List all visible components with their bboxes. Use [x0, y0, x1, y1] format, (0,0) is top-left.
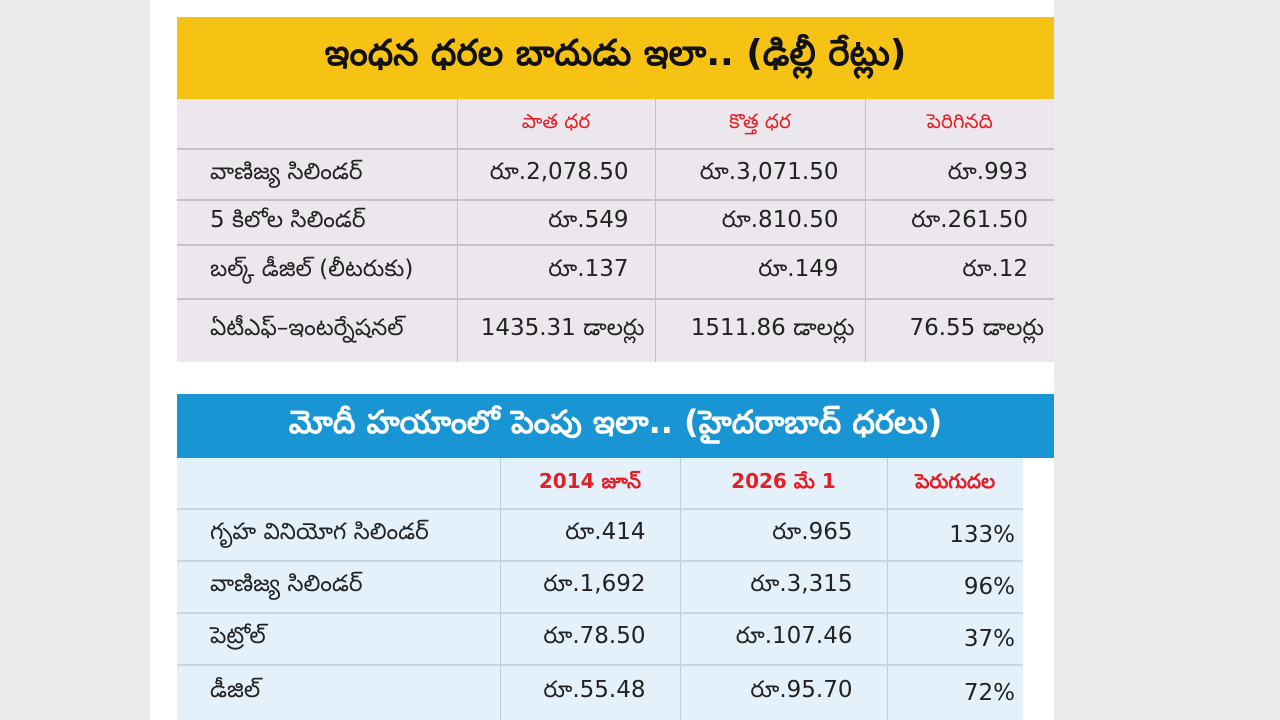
table-row: డీజిల్ రూ.55.48 రూ.95.70 72%	[177, 665, 1023, 720]
row-label: డీజిల్	[177, 665, 501, 720]
old-price-cell: రూ.137	[457, 245, 656, 300]
header-cell	[177, 99, 458, 150]
new-price-cell: రూ.3,071.50	[655, 149, 866, 201]
old-price-cell: రూ.549	[457, 200, 656, 246]
table-row: గృహ వినియోగ సిలిండర్ రూ.414 రూ.965 133%	[177, 509, 1023, 562]
price-2026-cell: రూ.965	[680, 509, 888, 562]
table-row: 5 కిలోల సిలిండర్ రూ.549 రూ.810.50 రూ.261…	[177, 200, 1054, 246]
table-row: బల్క్ డీజిల్ (లీటరుకు) రూ.137 రూ.149 రూ.…	[177, 245, 1054, 300]
price-2026-cell: రూ.95.70	[680, 665, 888, 720]
growth-cell: 72%	[963, 680, 1015, 706]
table-row: ఏటీఎఫ్–ఇంటర్నేషనల్ 1435.31 డాలర్లు 1511.…	[177, 299, 1054, 362]
table-header-row: పాత ధర కొత్త ధర పెరిగినది	[177, 99, 1054, 150]
row-label: బల్క్ డీజిల్ (లీటరుకు)	[177, 245, 458, 300]
table-row: వాణిజ్య సిలిండర్ రూ.1,692 రూ.3,315 96%	[177, 561, 1023, 614]
price-2014-cell: రూ.1,692	[500, 561, 681, 614]
header-new-price: కొత్త ధర	[655, 99, 866, 150]
new-price-cell: 1511.86 డాలర్లు	[655, 299, 866, 362]
header-old-price: పాత ధర	[457, 99, 656, 150]
header-2014-june: 2014 జూన్	[500, 458, 681, 510]
table1-title: ఇంధన ధరల బాదుడు ఇలా.. (ఢిల్లీ రేట్లు)	[177, 17, 1054, 99]
growth-cell: 96%	[887, 561, 1023, 614]
row-label: వాణిజ్య సిలిండర్	[177, 149, 458, 201]
row-label: 5 కిలోల సిలిండర్	[177, 200, 458, 246]
growth-cell: 133%	[887, 509, 1023, 562]
new-price-cell: రూ.149	[655, 245, 866, 300]
price-2026-cell: రూ.107.46	[680, 613, 888, 666]
old-price-cell: రూ.2,078.50	[457, 149, 656, 201]
header-growth: పెరుగుదల	[887, 458, 1023, 510]
row-label: పెట్రోల్	[177, 613, 501, 666]
table2-title: మోదీ హయాంలో పెంపు ఇలా.. (హైదరాబాద్ ధరలు)	[177, 394, 1054, 458]
delhi-rates-table: పాత ధర కొత్త ధర పెరిగినది వాణిజ్య సిలిండ…	[177, 99, 1054, 362]
new-price-cell: రూ.810.50	[655, 200, 866, 246]
table-row: వాణిజ్య సిలిండర్ రూ.2,078.50 రూ.3,071.50…	[177, 149, 1054, 201]
price-2014-cell: రూ.414	[500, 509, 681, 562]
row-label: గృహ వినియోగ సిలిండర్	[177, 509, 501, 562]
price-2014-cell: రూ.55.48	[500, 665, 681, 720]
price-2026-cell: రూ.3,315	[680, 561, 888, 614]
row-label: వాణిజ్య సిలిండర్	[177, 561, 501, 614]
table-header-row: 2014 జూన్ 2026 మే 1 పెరుగుదల	[177, 458, 1023, 510]
header-2026-may: 2026 మే 1	[680, 458, 888, 510]
growth-cell: 37%	[887, 613, 1023, 666]
increase-cell: రూ.12	[865, 245, 1054, 300]
price-2014-cell: రూ.78.50	[500, 613, 681, 666]
table-row: పెట్రోల్ రూ.78.50 రూ.107.46 37%	[177, 613, 1023, 666]
row-label: ఏటీఎఫ్–ఇంటర్నేషనల్	[177, 299, 458, 362]
hyderabad-rates-table: 2014 జూన్ 2026 మే 1 పెరుగుదల గృహ వినియోగ…	[177, 458, 1023, 720]
increase-cell: రూ.261.50	[865, 200, 1054, 246]
increase-cell: 76.55 డాలర్లు	[909, 315, 1044, 341]
header-cell	[177, 458, 501, 510]
header-increase: పెరిగినది	[865, 99, 1054, 150]
old-price-cell: 1435.31 డాలర్లు	[457, 299, 656, 362]
increase-cell: రూ.993	[865, 149, 1054, 201]
